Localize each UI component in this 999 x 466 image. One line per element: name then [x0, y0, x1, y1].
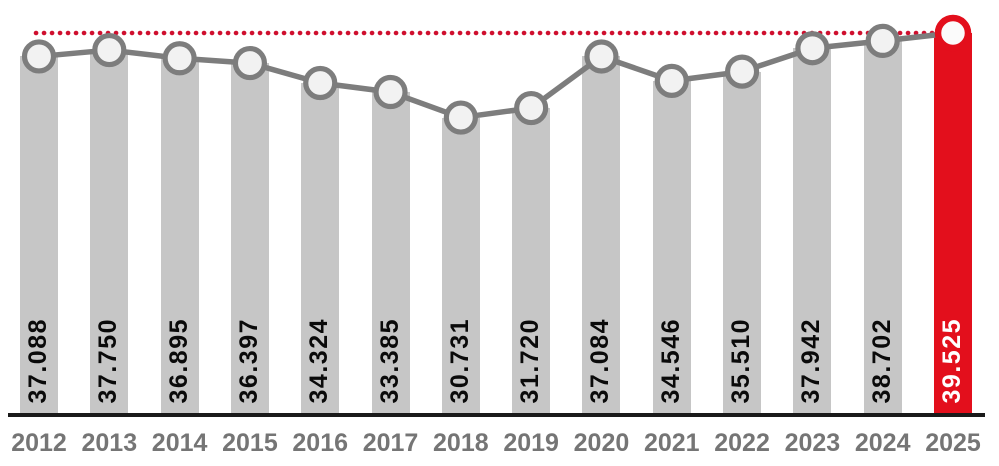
data-point-marker-2019 [514, 90, 549, 126]
bar-value-label-2023: 37.942 [797, 317, 826, 403]
bar-value-label-2013: 37.750 [94, 317, 123, 403]
bar-value-label-2021: 34.546 [656, 317, 685, 403]
bar-value-label-2017: 33.385 [375, 317, 404, 403]
data-point-marker-2015 [232, 45, 268, 81]
x-axis-label-2022: 2022 [714, 429, 770, 457]
x-axis-label-2015: 2015 [222, 429, 278, 457]
x-axis-line [8, 413, 985, 417]
x-axis-label-2012: 2012 [11, 429, 67, 457]
bar-value-label-2012: 37.088 [24, 317, 52, 403]
bar-value-label-2020: 37.084 [586, 317, 615, 403]
bar-2022 [723, 71, 762, 413]
x-axis-label-2019: 2019 [503, 429, 559, 457]
data-point-marker-2023 [795, 31, 830, 66]
bar-2016 [301, 83, 340, 413]
x-axis-label-2025: 2025 [925, 429, 981, 457]
bar-2012 [20, 56, 58, 413]
bar-value-label-2025: 39.525 [938, 317, 966, 403]
bar-2021 [652, 80, 691, 413]
data-point-marker-2012 [21, 39, 57, 74]
bar-value-label-2024: 38.702 [867, 317, 896, 403]
bar-2019 [512, 108, 551, 413]
bar-2014 [160, 58, 199, 413]
bar-value-label-2019: 31.720 [516, 317, 545, 403]
bar-2018 [441, 117, 480, 413]
x-axis-label-2018: 2018 [433, 429, 489, 457]
bar-2023 [793, 48, 832, 413]
x-axis-label-2023: 2023 [784, 429, 841, 457]
x-axis-label-2017: 2017 [362, 429, 419, 457]
data-point-marker-2021 [654, 63, 689, 98]
bar-value-label-2015: 36.397 [234, 317, 263, 403]
bar-value-label-2016: 34.324 [305, 317, 334, 403]
bar-2025 [934, 33, 972, 413]
x-axis-label-2014: 2014 [151, 429, 208, 457]
bar-value-label-2022: 35.510 [727, 317, 756, 403]
data-point-marker-2025 [934, 14, 972, 52]
data-point-marker-2022 [724, 54, 760, 89]
bar-2013 [90, 50, 129, 413]
data-point-marker-2018 [443, 100, 478, 135]
data-point-marker-2013 [92, 32, 127, 68]
x-axis-label-2013: 2013 [81, 429, 138, 457]
bar-2020 [582, 56, 621, 413]
bar-2015 [230, 63, 269, 413]
data-point-marker-2014 [162, 41, 197, 76]
bar-2017 [371, 92, 410, 413]
x-axis-label-2024: 2024 [854, 429, 911, 457]
data-point-marker-2016 [303, 65, 338, 101]
bar-2024 [863, 40, 902, 413]
x-axis-label-2016: 2016 [292, 429, 349, 457]
x-axis-label-2020: 2020 [573, 429, 630, 457]
data-point-marker-2020 [584, 39, 619, 74]
data-point-marker-2017 [373, 74, 408, 110]
bar-value-label-2014: 36.895 [164, 317, 193, 403]
data-point-marker-2024 [865, 23, 900, 59]
x-axis-label-2021: 2021 [643, 429, 700, 457]
bar-value-label-2018: 30.731 [445, 317, 474, 403]
